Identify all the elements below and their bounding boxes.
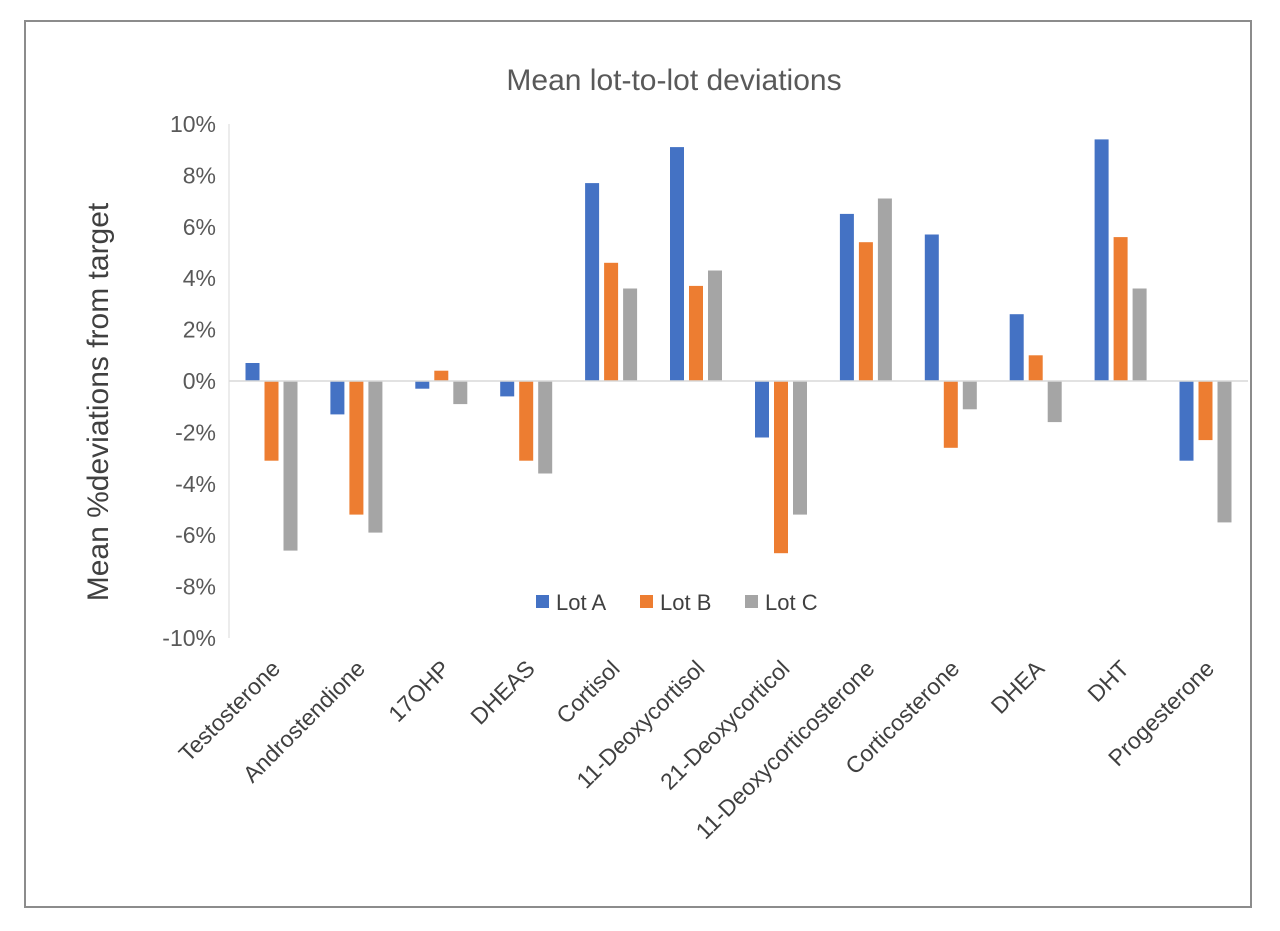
bar-lot-b [1198, 381, 1213, 441]
bar-lot-c [1217, 381, 1232, 523]
bar-lot-a [839, 213, 854, 381]
chart-title: Mean lot-to-lot deviations [506, 64, 841, 97]
bar-lot-c [368, 381, 383, 533]
bar-lot-b [519, 381, 534, 461]
bar-lot-c [877, 198, 892, 381]
y-axis-title: Mean %deviations from target [82, 202, 115, 601]
bar-lot-b [689, 285, 703, 381]
legend-swatch-lot-b [640, 595, 653, 608]
bar-lot-b [349, 381, 364, 515]
bar-lot-c [793, 381, 807, 515]
bar-lot-b [774, 381, 788, 554]
y-tick-label: 8% [183, 162, 216, 188]
bar-lot-a [1179, 381, 1194, 461]
y-tick-label: -8% [175, 574, 216, 600]
bar-lot-c [283, 381, 298, 551]
x-category-label: DHEA [986, 655, 1050, 719]
y-tick-label: 6% [183, 214, 216, 240]
bar-lot-b [604, 262, 619, 381]
bars-group [245, 139, 1232, 554]
legend-label: Lot C [765, 590, 818, 615]
x-category-label: Cortisol [551, 655, 625, 729]
bar-lot-c [962, 381, 977, 410]
y-tick-label: 0% [183, 368, 216, 394]
x-category-label: 17OHP [383, 655, 455, 727]
bar-lot-a [585, 183, 600, 381]
bar-lot-a [755, 381, 769, 438]
bar-lot-b [434, 370, 449, 381]
bar-lot-c [1132, 288, 1147, 381]
legend: Lot A Lot B Lot C [536, 590, 818, 615]
y-tick-label: -6% [175, 522, 216, 548]
bar-lot-c [708, 270, 722, 381]
bar-chart: Mean lot-to-lot deviations Mean %deviati… [82, 64, 1248, 844]
bar-lot-a [500, 381, 515, 397]
x-category-label: DHEAS [465, 655, 539, 729]
y-tick-label: 10% [170, 111, 216, 137]
bar-lot-a [330, 381, 345, 415]
bar-lot-b [1028, 355, 1043, 381]
y-tick-label: -2% [175, 419, 216, 445]
bar-lot-c [623, 288, 638, 381]
bar-lot-c [538, 381, 553, 474]
bar-lot-b [858, 242, 873, 381]
y-tick-label: -4% [175, 471, 216, 497]
bar-lot-b [264, 381, 279, 461]
bar-lot-a [415, 381, 430, 389]
chart-frame: Mean lot-to-lot deviations Mean %deviati… [24, 20, 1252, 908]
y-tick-label: 4% [183, 265, 216, 291]
x-category-label: DHT [1082, 655, 1134, 707]
bar-lot-a [670, 147, 684, 381]
legend-label: Lot B [660, 590, 711, 615]
bar-lot-a [245, 363, 260, 381]
bar-lot-a [924, 234, 939, 381]
legend-swatch-lot-a [536, 595, 549, 608]
bar-lot-b [1113, 237, 1128, 381]
bar-lot-b [943, 381, 958, 448]
bar-lot-c [1047, 381, 1062, 423]
legend-swatch-lot-c [745, 595, 758, 608]
legend-label: Lot A [556, 590, 606, 615]
bar-lot-c [453, 381, 468, 405]
bar-lot-a [1009, 314, 1024, 381]
y-tick-label: -10% [162, 625, 216, 651]
y-tick-label: 2% [183, 317, 216, 343]
y-axis-ticks: 10% 8% 6% 4% 2% 0% -2% -4% -6% -8% -10% [162, 111, 216, 651]
bar-lot-a [1094, 139, 1109, 381]
